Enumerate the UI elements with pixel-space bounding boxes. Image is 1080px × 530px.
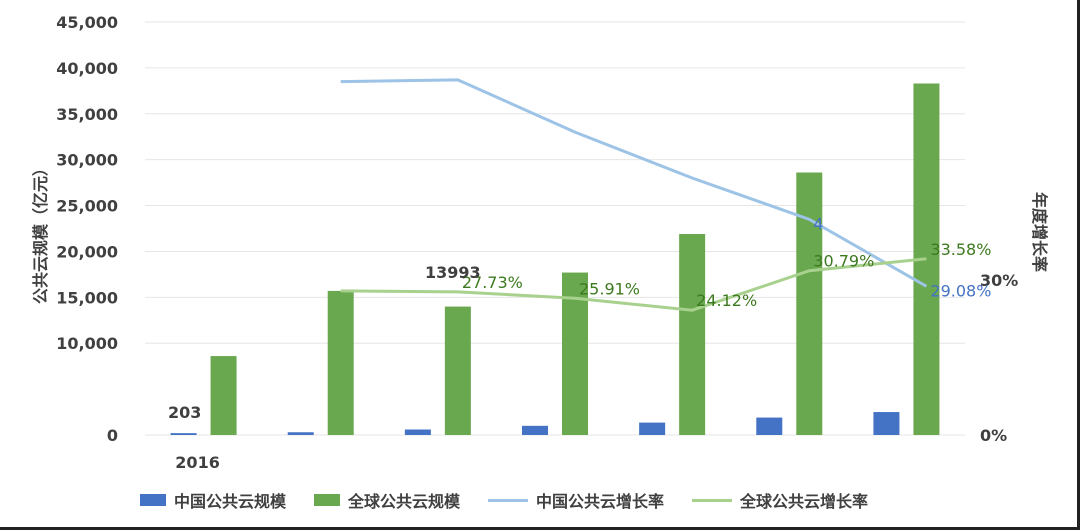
data-label-global-growth: 30.79%	[813, 252, 874, 271]
y-tick-label: 30,000	[56, 151, 118, 170]
y2-tick-label: 0%	[980, 426, 1007, 445]
legend-swatch-china-scale	[140, 494, 166, 506]
gridlines	[145, 21, 965, 436]
legend-item-china-scale: 中国公共云规模	[140, 488, 286, 512]
bar-china-2017	[287, 432, 314, 435]
data-label-china-growth: 29.08%	[930, 281, 991, 300]
data-labels: 4 29.08% 27.73% 25.91% 24.12% 30.79% 33.58% 203…	[168, 214, 991, 422]
y-tick-label: 10,000	[56, 334, 118, 353]
bar-global-2018	[444, 306, 471, 435]
bar-china-2018	[404, 429, 431, 435]
y-tick-label: 20,000	[56, 242, 118, 261]
x-tick-label: 2016	[175, 453, 220, 472]
legend-label-global-scale: 全球公共云规模	[348, 492, 461, 511]
bar-global-2016	[210, 356, 237, 435]
frame-bottom-edge	[0, 527, 1080, 530]
y-axis-ticks: 0 10,000 15,000 20,000 25,000 30,000 35,000 40,…	[56, 13, 118, 445]
data-label-global-growth: 27.73%	[462, 273, 523, 292]
data-label-china-growth: 4	[813, 214, 823, 233]
y2-tick-label: 30%	[980, 271, 1018, 290]
y-tick-label: 15,000	[56, 288, 118, 307]
annotation-13993: 13993	[425, 263, 481, 282]
bar-china-2021	[756, 417, 783, 435]
lines	[340, 78, 928, 312]
data-label-global-growth: 25.91%	[579, 279, 640, 298]
legend-item-global-growth: 全球公共云增长率	[692, 488, 868, 512]
legend-item-global-scale: 全球公共云规模	[314, 488, 460, 512]
y2-axis-label: 年度增长率	[1030, 192, 1049, 272]
legend: 中国公共云规模 全球公共云规模 中国公共云增长率 全球公共云增长率	[140, 485, 960, 515]
annotation-203: 203	[168, 403, 201, 422]
bar-china-2022	[873, 412, 900, 435]
bar-global-2020	[679, 234, 706, 435]
line-china-growth	[340, 78, 928, 288]
y2-axis-ticks: 0% 30%	[980, 271, 1018, 445]
frame-right-edge	[1077, 0, 1080, 530]
y-axis-label: 公共云规模（亿元）	[31, 160, 50, 304]
y-tick-label: 35,000	[56, 105, 118, 124]
bar-china-2020	[639, 422, 666, 435]
y-tick-label: 0	[107, 426, 118, 445]
bar-global-2017	[327, 290, 354, 435]
line-global-growth	[340, 257, 927, 312]
legend-item-china-growth: 中国公共云增长率	[488, 488, 664, 512]
bar-china-2016	[170, 433, 197, 435]
legend-label-china-scale: 中国公共云规模	[174, 492, 287, 511]
bar-global-2021	[796, 172, 823, 435]
y-tick-label: 45,000	[56, 13, 118, 32]
legend-swatch-global-scale	[314, 494, 341, 506]
data-label-global-growth: 24.12%	[696, 291, 757, 310]
y-tick-label: 40,000	[56, 59, 118, 78]
x-axis-categories: 2016	[175, 453, 220, 472]
bar-china-2019	[522, 425, 548, 435]
legend-label-china-growth: 中国公共云增长率	[536, 492, 665, 511]
legend-swatch-global-growth	[692, 498, 733, 502]
y-tick-label: 25,000	[56, 197, 118, 216]
legend-label-global-growth: 全球公共云增长率	[740, 492, 869, 511]
legend-swatch-china-growth	[488, 498, 529, 502]
data-label-global-growth: 33.58%	[930, 240, 991, 259]
